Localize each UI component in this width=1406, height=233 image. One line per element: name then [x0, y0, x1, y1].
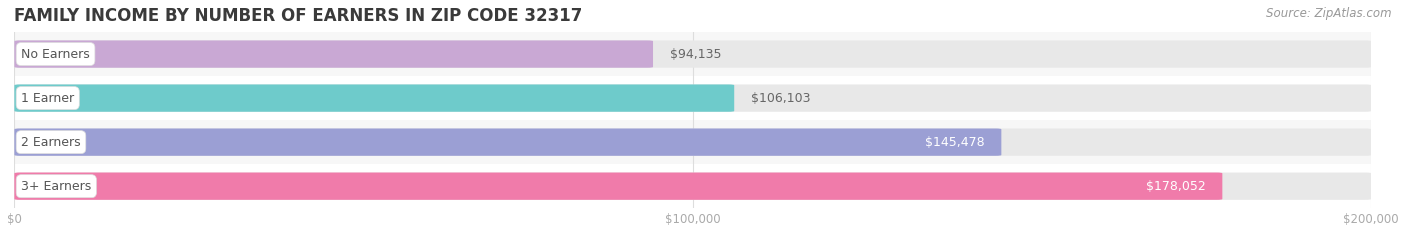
Bar [14, 164, 1371, 208]
Text: 1 Earner: 1 Earner [21, 92, 75, 105]
Text: 3+ Earners: 3+ Earners [21, 180, 91, 193]
Bar [14, 32, 1371, 76]
Bar [14, 120, 1371, 164]
Text: Source: ZipAtlas.com: Source: ZipAtlas.com [1267, 7, 1392, 20]
Text: $145,478: $145,478 [925, 136, 984, 149]
Text: 2 Earners: 2 Earners [21, 136, 80, 149]
Text: $106,103: $106,103 [751, 92, 811, 105]
FancyBboxPatch shape [14, 172, 1222, 200]
FancyBboxPatch shape [14, 40, 652, 68]
FancyBboxPatch shape [14, 128, 1371, 156]
FancyBboxPatch shape [14, 40, 1371, 68]
Text: FAMILY INCOME BY NUMBER OF EARNERS IN ZIP CODE 32317: FAMILY INCOME BY NUMBER OF EARNERS IN ZI… [14, 7, 582, 25]
Text: $94,135: $94,135 [671, 48, 721, 61]
FancyBboxPatch shape [14, 84, 1371, 112]
Text: No Earners: No Earners [21, 48, 90, 61]
FancyBboxPatch shape [14, 128, 1001, 156]
Text: $178,052: $178,052 [1146, 180, 1205, 193]
FancyBboxPatch shape [14, 84, 734, 112]
FancyBboxPatch shape [14, 172, 1371, 200]
Bar [14, 76, 1371, 120]
